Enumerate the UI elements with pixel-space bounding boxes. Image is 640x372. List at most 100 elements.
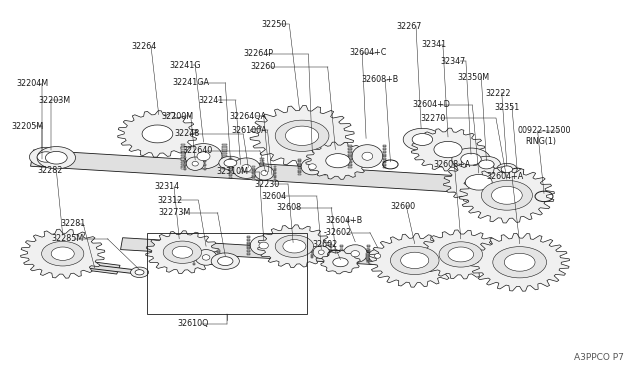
Circle shape xyxy=(448,247,474,262)
Bar xyxy=(252,166,255,167)
Bar xyxy=(367,251,371,252)
Ellipse shape xyxy=(308,164,316,170)
Ellipse shape xyxy=(261,170,268,176)
Text: 32260: 32260 xyxy=(251,62,276,71)
Bar xyxy=(367,262,369,263)
Bar xyxy=(348,162,352,163)
Text: 32604+B: 32604+B xyxy=(325,216,362,225)
Bar xyxy=(348,149,352,150)
Bar xyxy=(229,161,232,163)
Bar xyxy=(217,260,220,261)
Text: 00922-12500: 00922-12500 xyxy=(517,126,571,135)
Bar xyxy=(298,161,301,162)
Circle shape xyxy=(168,244,196,260)
Polygon shape xyxy=(20,229,105,278)
Bar xyxy=(367,251,369,253)
Circle shape xyxy=(283,125,321,147)
Bar xyxy=(247,243,250,244)
Ellipse shape xyxy=(301,158,323,175)
Text: 32270: 32270 xyxy=(420,114,446,123)
Bar xyxy=(260,161,264,163)
Text: 32282: 32282 xyxy=(37,166,63,175)
Ellipse shape xyxy=(313,246,330,259)
Bar xyxy=(311,255,313,256)
Bar xyxy=(311,256,313,257)
Bar xyxy=(348,165,352,166)
Bar xyxy=(229,173,232,175)
Bar xyxy=(274,174,276,176)
Bar xyxy=(229,177,232,178)
Circle shape xyxy=(412,134,433,145)
Text: 32241: 32241 xyxy=(198,96,223,105)
Circle shape xyxy=(502,252,538,273)
Bar xyxy=(260,172,264,173)
Bar xyxy=(367,255,369,256)
Bar xyxy=(387,251,388,253)
Bar xyxy=(340,250,343,251)
Bar xyxy=(274,169,276,170)
Circle shape xyxy=(280,238,308,254)
Bar xyxy=(311,251,313,252)
Text: 32312: 32312 xyxy=(157,196,182,205)
Bar xyxy=(323,161,326,162)
Bar xyxy=(340,249,343,250)
Bar xyxy=(180,151,185,153)
Bar xyxy=(348,164,352,165)
Bar xyxy=(274,172,276,173)
Bar xyxy=(222,149,227,151)
Bar xyxy=(340,256,343,257)
Bar xyxy=(252,176,255,177)
Bar xyxy=(311,247,313,248)
Circle shape xyxy=(493,247,547,278)
Bar xyxy=(193,259,195,260)
Text: RING(1): RING(1) xyxy=(525,137,556,146)
Circle shape xyxy=(163,241,202,263)
Bar xyxy=(180,167,185,169)
Ellipse shape xyxy=(318,250,324,254)
Bar xyxy=(323,164,326,165)
Ellipse shape xyxy=(192,161,198,166)
Bar xyxy=(367,256,371,257)
Text: 32608+B: 32608+B xyxy=(362,76,399,84)
Text: 32200M: 32200M xyxy=(161,112,193,121)
Bar xyxy=(323,160,326,161)
Bar xyxy=(367,253,369,254)
Bar xyxy=(247,244,250,245)
Bar xyxy=(298,164,301,165)
Ellipse shape xyxy=(343,245,367,263)
Bar xyxy=(367,258,371,259)
Circle shape xyxy=(131,267,148,278)
Bar xyxy=(193,260,195,261)
Bar xyxy=(217,263,220,264)
Text: 32341: 32341 xyxy=(421,40,446,49)
Bar xyxy=(252,173,255,174)
Bar xyxy=(184,169,186,170)
Bar xyxy=(222,146,227,147)
Bar xyxy=(383,149,387,150)
Bar xyxy=(222,164,227,165)
Text: 32351: 32351 xyxy=(494,103,519,112)
Bar xyxy=(277,239,280,240)
Bar xyxy=(247,250,250,251)
Bar xyxy=(204,165,206,166)
Ellipse shape xyxy=(259,242,268,249)
Circle shape xyxy=(275,120,329,151)
Polygon shape xyxy=(59,258,120,274)
Bar xyxy=(277,248,280,250)
Bar xyxy=(383,146,387,147)
Bar xyxy=(367,260,371,261)
Polygon shape xyxy=(31,150,462,192)
Bar xyxy=(330,257,332,258)
Bar xyxy=(193,251,195,252)
Bar xyxy=(367,255,371,256)
Bar xyxy=(387,256,388,257)
Bar xyxy=(222,157,227,158)
Bar xyxy=(298,163,301,164)
Bar xyxy=(217,258,220,259)
Bar xyxy=(252,179,255,180)
Bar xyxy=(383,154,387,155)
Bar xyxy=(323,159,326,160)
Bar xyxy=(204,158,206,160)
Bar xyxy=(222,167,227,169)
Circle shape xyxy=(135,270,144,275)
